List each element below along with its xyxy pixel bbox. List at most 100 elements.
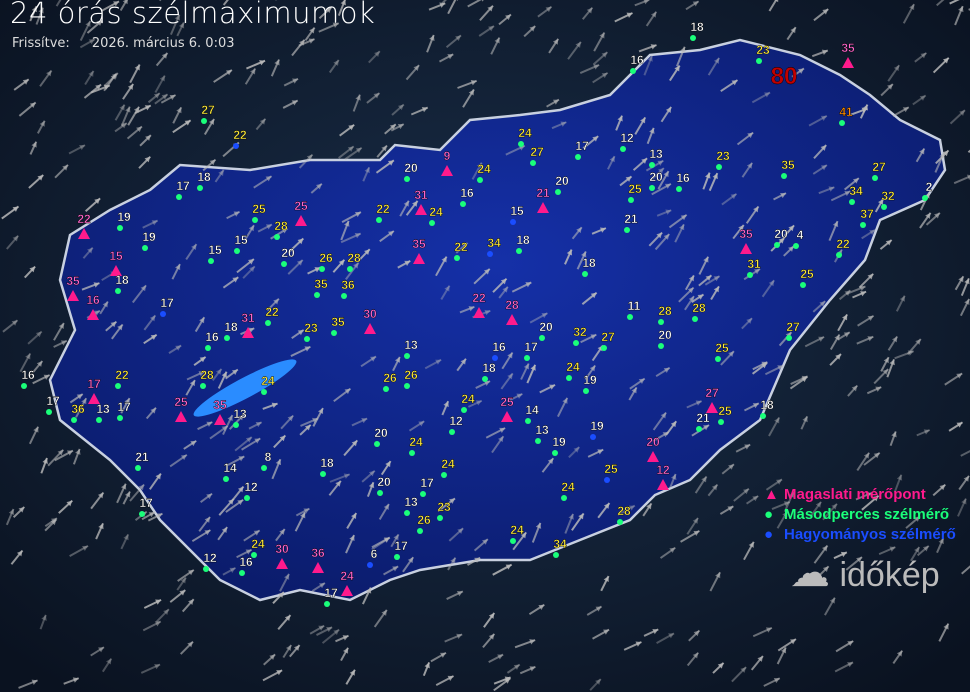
wind-arrow [466, 556, 481, 566]
station: 24 [340, 569, 354, 596]
wind-arrow [783, 245, 795, 257]
station-value: 18 [115, 273, 129, 287]
station: 18 [115, 273, 129, 294]
circle-icon [510, 538, 516, 544]
wind-arrow [678, 286, 695, 303]
station-value: 19 [583, 373, 597, 387]
wind-arrow [58, 499, 73, 514]
station: 35 [739, 227, 753, 254]
station-value: 17 [394, 539, 408, 553]
station: 36 [71, 402, 85, 423]
station-value: 4 [797, 228, 804, 242]
wind-arrow [783, 491, 795, 513]
wind-arrow [830, 190, 851, 202]
station-value: 36 [71, 402, 85, 416]
station: 25 [628, 182, 642, 203]
wind-arrow [27, 330, 43, 345]
station-value: 21 [536, 186, 550, 200]
station-value: 18 [760, 398, 774, 412]
station: 14 [525, 403, 539, 424]
circle-icon [376, 217, 382, 223]
triangle-icon [341, 585, 353, 596]
wind-arrow [852, 290, 867, 299]
station-value: 24 [461, 392, 475, 406]
wind-arrow [959, 298, 970, 317]
station: 35 [213, 398, 227, 425]
wind-arrow [397, 260, 411, 269]
triangle-icon [506, 314, 518, 325]
wind-arrow [686, 651, 700, 667]
wind-arrow [638, 44, 657, 53]
station: 18 [760, 398, 774, 419]
wind-arrow [222, 567, 236, 576]
wind-arrow [568, 446, 581, 459]
wind-arrow [283, 77, 299, 87]
station: 22 [836, 237, 850, 258]
wind-arrow [39, 614, 47, 630]
wind-arrow [446, 590, 464, 600]
wind-arrow [75, 397, 88, 418]
wind-arrow [69, 393, 84, 404]
wind-arrow [492, 563, 513, 576]
station: 35 [66, 274, 80, 301]
circle-icon [786, 335, 792, 341]
wind-arrow [479, 5, 494, 22]
wind-arrow [790, 375, 809, 385]
station: 34 [849, 184, 863, 205]
wind-arrow [143, 598, 162, 609]
wind-arrow [273, 434, 287, 449]
wind-arrow [410, 106, 429, 116]
wind-arrow [438, 53, 454, 63]
station: 22 [472, 291, 486, 318]
station-value: 22 [454, 240, 468, 254]
station-value: 80 [771, 63, 798, 90]
wind-arrow [63, 677, 80, 685]
station: 41 [839, 105, 853, 126]
wind-arrow [440, 285, 451, 300]
station-value: 14 [223, 461, 237, 475]
wind-arrow [209, 425, 229, 440]
wind-arrow [340, 220, 350, 241]
circle-icon [617, 519, 623, 525]
wind-arrow [338, 145, 355, 159]
station: 26 [383, 371, 397, 392]
station: 21 [696, 411, 710, 432]
wind-arrow [686, 400, 703, 409]
wind-arrow [645, 11, 658, 27]
station: 2 [922, 180, 933, 201]
wind-arrow [492, 277, 508, 293]
circle-icon [197, 185, 203, 191]
wind-arrow [213, 69, 233, 83]
circle-icon [21, 383, 27, 389]
wind-arrow [236, 258, 255, 274]
wind-arrow [375, 159, 395, 174]
wind-arrow [262, 402, 278, 410]
wind-arrow [84, 70, 95, 86]
wind-arrow [804, 336, 825, 348]
station: 25 [604, 462, 618, 483]
wind-arrow [776, 647, 787, 665]
wind-arrow [309, 624, 325, 635]
station-value: 21 [135, 450, 149, 464]
wind-arrow [809, 501, 822, 518]
station-value: 21 [696, 411, 710, 425]
wind-arrow [13, 78, 30, 91]
station: 28 [617, 504, 631, 525]
wind-arrow [405, 200, 419, 216]
triangle-icon [501, 411, 513, 422]
station: 17 [117, 400, 131, 421]
wind-arrow [244, 224, 255, 241]
wind-arrow [424, 358, 442, 370]
wind-arrow [709, 571, 721, 592]
wind-arrow [282, 644, 293, 659]
triangle-icon [657, 479, 669, 490]
circle-icon [261, 389, 267, 395]
triangle-icon [706, 402, 718, 413]
triangle-icon [312, 562, 324, 573]
station-value: 24 [261, 374, 275, 388]
circle-icon [601, 345, 607, 351]
wind-arrow [617, 504, 636, 516]
circle-icon [627, 314, 633, 320]
wind-arrow [340, 647, 349, 662]
